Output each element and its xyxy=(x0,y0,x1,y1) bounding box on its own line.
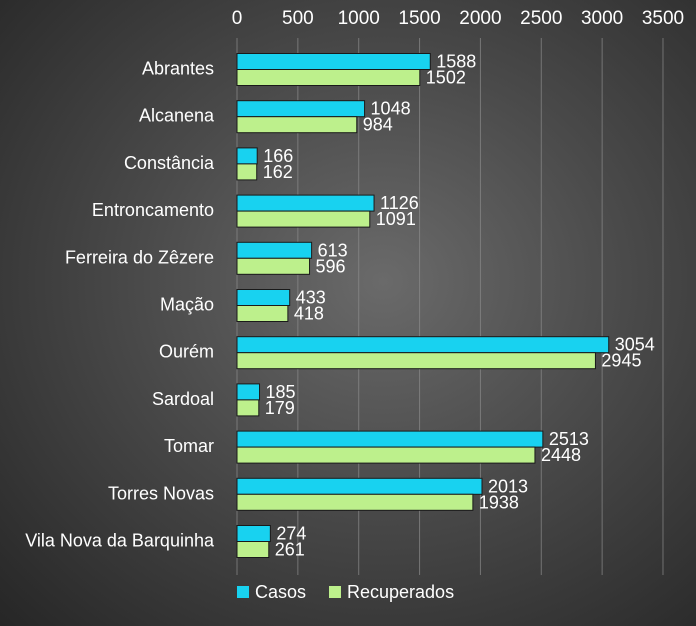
data-label-casos-macao: 433 xyxy=(296,288,326,308)
legend-swatch-recuperados xyxy=(329,586,341,598)
x-tick-label-3500: 3500 xyxy=(642,8,684,29)
legend: Casos Recuperados xyxy=(237,582,454,602)
category-label-constancia: Constância xyxy=(124,153,215,173)
category-label-sardoal: Sardoal xyxy=(152,389,214,409)
data-label-recuperados-sardoal: 179 xyxy=(265,398,295,418)
data-label-casos-torres-novas: 2013 xyxy=(488,476,528,496)
data-label-casos-vila-nova-da-barquinha: 274 xyxy=(276,524,306,544)
data-label-recuperados-ferreira-do-zezere: 596 xyxy=(316,256,346,276)
data-label-casos-ferreira-do-zezere: 613 xyxy=(318,240,348,260)
bar-casos-alcanena xyxy=(236,100,366,118)
bar-casos-ferreira-do-zezere xyxy=(236,241,313,259)
bar-casos-macao xyxy=(236,289,291,306)
category-label-tomar: Tomar xyxy=(164,436,214,456)
data-label-casos-tomar: 2513 xyxy=(549,429,589,449)
bar-recuperados-sardoal xyxy=(236,399,260,417)
legend-label-recuperados: Recuperados xyxy=(347,582,454,602)
data-label-casos-abrantes: 1588 xyxy=(436,52,476,72)
data-label-recuperados-vila-nova-da-barquinha: 261 xyxy=(275,540,305,560)
x-tick-label-1500: 1500 xyxy=(398,8,440,29)
legend-label-casos: Casos xyxy=(255,582,306,602)
data-label-recuperados-entroncamento: 1091 xyxy=(376,209,416,229)
x-tick-label-500: 500 xyxy=(282,8,314,29)
category-label-vila-nova-da-barquinha: Vila Nova da Barquinha xyxy=(25,531,215,551)
category-labels: Abrantes Alcanena Constância Entroncamento F… xyxy=(25,59,215,551)
category-label-alcanena: Alcanena xyxy=(139,106,215,126)
bar-recuperados-tomar xyxy=(236,446,536,464)
data-label-recuperados-constancia: 162 xyxy=(263,162,293,182)
legend-swatch-casos xyxy=(237,586,249,598)
x-tick-label-3000: 3000 xyxy=(581,8,623,29)
bar-recuperados-macao xyxy=(236,305,289,322)
category-label-abrantes: Abrantes xyxy=(142,59,214,79)
x-tick-label-1000: 1000 xyxy=(338,8,380,29)
data-label-recuperados-alcanena: 984 xyxy=(363,115,393,135)
x-tick-label-2000: 2000 xyxy=(459,8,501,29)
bar-casos-vila-nova-da-barquinha xyxy=(236,525,271,542)
data-label-recuperados-torres-novas: 1938 xyxy=(479,492,519,512)
category-label-ferreira-do-zezere: Ferreira do Zêzere xyxy=(65,247,214,267)
bar-casos-constancia xyxy=(236,147,258,165)
bar-casos-sardoal xyxy=(236,383,261,401)
category-label-macao: Mação xyxy=(160,295,214,315)
category-label-torres-novas: Torres Novas xyxy=(108,483,214,503)
bar-recuperados-constancia xyxy=(236,163,258,181)
bar-casos-entroncamento xyxy=(236,194,375,212)
data-label-casos-sardoal: 185 xyxy=(266,382,296,402)
data-label-casos-constancia: 166 xyxy=(263,146,293,166)
category-label-entroncamento: Entroncamento xyxy=(92,200,214,220)
data-label-casos-ourem: 3054 xyxy=(615,335,655,355)
x-axis-ticks: 0 500 1000 1500 2000 2500 3000 3500 xyxy=(232,8,684,29)
data-label-recuperados-tomar: 2448 xyxy=(541,445,581,465)
data-label-recuperados-macao: 418 xyxy=(294,304,324,324)
bar-casos-ourem xyxy=(236,336,610,354)
x-tick-label-0: 0 xyxy=(232,8,243,29)
data-label-casos-alcanena: 1048 xyxy=(371,99,411,119)
bar-recuperados-torres-novas xyxy=(236,493,474,511)
bars xyxy=(236,53,610,558)
data-label-recuperados-abrantes: 1502 xyxy=(426,68,466,88)
bar-recuperados-ourem xyxy=(236,352,596,370)
bar-recuperados-alcanena xyxy=(236,116,358,134)
data-label-recuperados-ourem: 2945 xyxy=(601,351,641,371)
x-tick-label-2500: 2500 xyxy=(520,8,562,29)
bar-recuperados-entroncamento xyxy=(236,210,371,228)
data-label-casos-entroncamento: 1126 xyxy=(380,193,419,213)
bar-recuperados-vila-nova-da-barquinha xyxy=(236,541,270,558)
bar-recuperados-abrantes xyxy=(236,69,421,86)
bar-casos-abrantes xyxy=(236,53,431,70)
bar-casos-torres-novas xyxy=(236,477,483,495)
bar-recuperados-ferreira-do-zezere xyxy=(236,257,311,275)
category-label-ourem: Ourém xyxy=(159,342,214,362)
bar-casos-tomar xyxy=(236,430,544,448)
